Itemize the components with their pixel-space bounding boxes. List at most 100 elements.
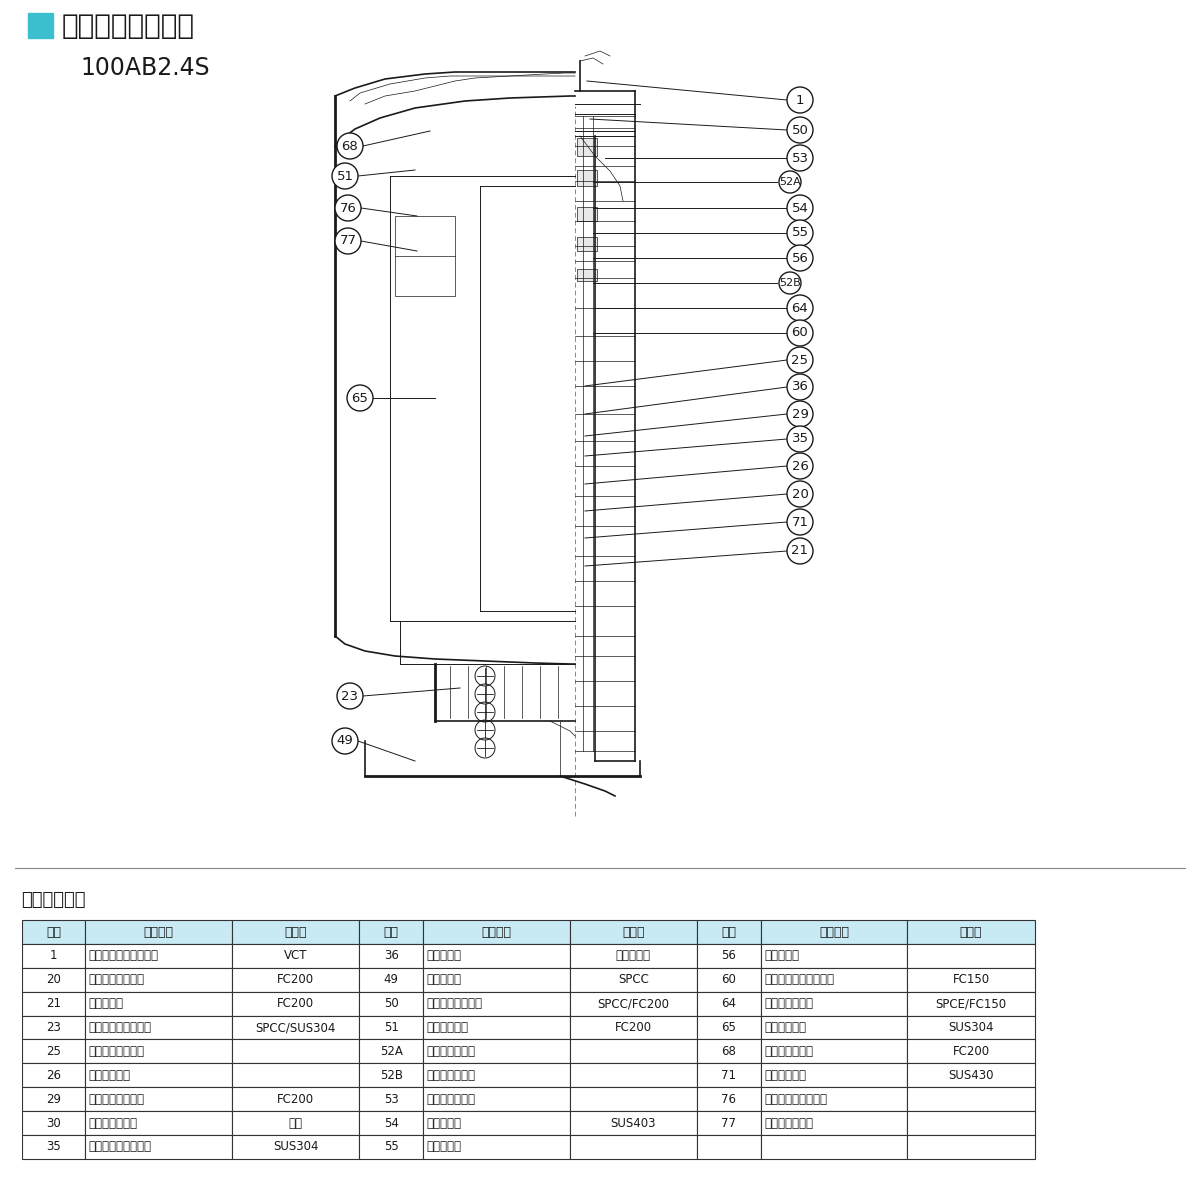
Text: オイルケーシング: オイルケーシング	[89, 1093, 145, 1105]
Text: 36: 36	[384, 949, 398, 962]
Text: 77: 77	[721, 1116, 737, 1129]
FancyBboxPatch shape	[907, 1135, 1034, 1159]
Text: 注　油　プ　ラ　グ: 注 油 プ ラ グ	[89, 1140, 152, 1153]
Text: 品　　名: 品 名	[820, 925, 850, 938]
FancyBboxPatch shape	[424, 1015, 570, 1039]
Text: 50: 50	[792, 124, 809, 137]
FancyBboxPatch shape	[359, 1063, 424, 1087]
Text: 76: 76	[721, 1093, 737, 1105]
Text: 56: 56	[792, 252, 809, 264]
Text: 構造断面図（例）: 構造断面図（例）	[62, 12, 194, 40]
Text: 52B: 52B	[779, 278, 800, 288]
Circle shape	[332, 163, 358, 188]
Text: SUS304: SUS304	[948, 1021, 994, 1034]
FancyBboxPatch shape	[697, 1111, 761, 1135]
Text: 25: 25	[46, 1045, 61, 1058]
FancyBboxPatch shape	[232, 920, 359, 944]
Text: 35: 35	[792, 432, 809, 445]
Text: 材　質: 材 質	[284, 925, 307, 938]
Circle shape	[779, 272, 802, 294]
FancyBboxPatch shape	[424, 920, 570, 944]
Text: 品番: 品番	[721, 925, 737, 938]
Text: 54: 54	[384, 1116, 398, 1129]
Text: 30: 30	[46, 1116, 61, 1129]
FancyBboxPatch shape	[232, 944, 359, 968]
Text: 29: 29	[46, 1093, 61, 1105]
FancyBboxPatch shape	[85, 1063, 232, 1087]
FancyBboxPatch shape	[570, 944, 697, 968]
FancyBboxPatch shape	[85, 968, 232, 991]
FancyBboxPatch shape	[570, 991, 697, 1015]
Circle shape	[787, 220, 814, 246]
FancyBboxPatch shape	[570, 1063, 697, 1087]
FancyBboxPatch shape	[761, 1039, 907, 1063]
Text: FC200: FC200	[277, 1093, 314, 1105]
FancyBboxPatch shape	[22, 1111, 85, 1135]
Text: 54: 54	[792, 202, 809, 215]
Text: コ　ン　デ　ン　サ: コ ン デ ン サ	[764, 1093, 827, 1105]
FancyBboxPatch shape	[22, 944, 85, 968]
Text: 53: 53	[384, 1093, 398, 1105]
Text: 樹脂: 樹脂	[288, 1116, 302, 1129]
Circle shape	[335, 228, 361, 254]
FancyBboxPatch shape	[424, 1087, 570, 1111]
Text: 材　質: 材 質	[960, 925, 983, 938]
Circle shape	[787, 426, 814, 452]
FancyBboxPatch shape	[907, 1111, 1034, 1135]
Circle shape	[337, 133, 364, 158]
Circle shape	[335, 194, 361, 221]
Text: FC200: FC200	[953, 1045, 990, 1058]
Bar	[577, 138, 598, 156]
FancyBboxPatch shape	[907, 991, 1034, 1015]
Text: 65: 65	[721, 1021, 737, 1034]
Text: 上　部　軸　受: 上 部 軸 受	[426, 1045, 475, 1058]
Text: 羽　根　車: 羽 根 車	[89, 997, 124, 1010]
FancyBboxPatch shape	[359, 968, 424, 991]
Text: FC200: FC200	[277, 973, 314, 986]
Text: 品番: 品番	[46, 925, 61, 938]
Text: 68: 68	[342, 139, 359, 152]
Circle shape	[332, 728, 358, 754]
Circle shape	[787, 194, 814, 221]
Text: 25: 25	[792, 354, 809, 366]
FancyBboxPatch shape	[570, 1135, 697, 1159]
FancyBboxPatch shape	[761, 1135, 907, 1159]
FancyBboxPatch shape	[85, 991, 232, 1015]
Text: 51: 51	[336, 169, 354, 182]
FancyBboxPatch shape	[22, 920, 85, 944]
Text: 主　　　軸: 主 軸	[426, 1116, 462, 1129]
FancyBboxPatch shape	[359, 920, 424, 944]
Text: 64: 64	[721, 997, 737, 1010]
FancyBboxPatch shape	[761, 944, 907, 968]
FancyBboxPatch shape	[761, 1015, 907, 1039]
Text: 潤　滑　油: 潤 滑 油	[426, 949, 462, 962]
FancyBboxPatch shape	[697, 1135, 761, 1159]
FancyBboxPatch shape	[85, 1111, 232, 1135]
FancyBboxPatch shape	[85, 920, 232, 944]
Text: 26: 26	[46, 1069, 61, 1081]
FancyBboxPatch shape	[761, 968, 907, 991]
FancyBboxPatch shape	[424, 1039, 570, 1063]
FancyBboxPatch shape	[907, 1063, 1034, 1087]
Bar	[577, 236, 598, 251]
Text: SPCE/FC150: SPCE/FC150	[936, 997, 1007, 1010]
FancyBboxPatch shape	[907, 920, 1034, 944]
Text: 固　定　子: 固 定 子	[764, 949, 799, 962]
Text: 77: 77	[340, 234, 356, 247]
Bar	[395, 216, 455, 296]
FancyBboxPatch shape	[697, 1087, 761, 1111]
Circle shape	[779, 170, 802, 193]
FancyBboxPatch shape	[85, 1015, 232, 1039]
FancyBboxPatch shape	[697, 920, 761, 944]
Circle shape	[337, 683, 364, 709]
Text: 21: 21	[792, 545, 809, 558]
Text: 49: 49	[337, 734, 353, 748]
Text: 50: 50	[384, 997, 398, 1010]
FancyBboxPatch shape	[232, 1111, 359, 1135]
FancyBboxPatch shape	[359, 991, 424, 1015]
Text: 21: 21	[46, 997, 61, 1010]
Text: 23: 23	[342, 690, 359, 702]
FancyBboxPatch shape	[22, 1135, 85, 1159]
FancyBboxPatch shape	[907, 944, 1034, 968]
Text: 52B: 52B	[379, 1069, 403, 1081]
